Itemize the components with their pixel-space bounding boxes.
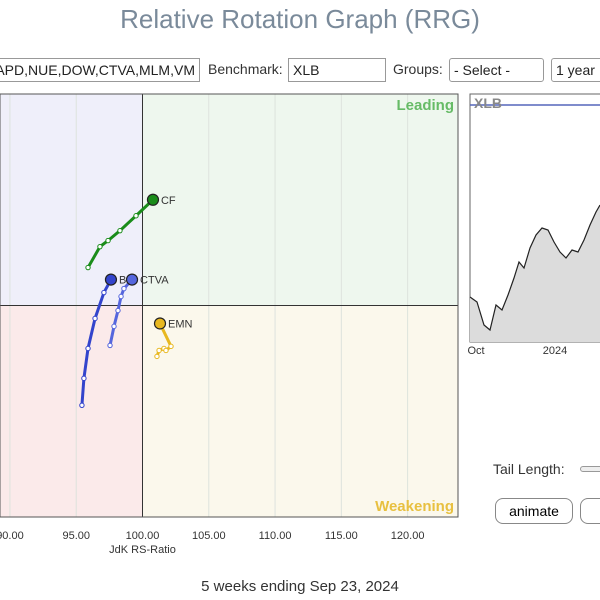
tail-point (101, 289, 107, 296)
mini-chart: XLB Oct 2024 (467, 93, 600, 357)
x-tick-label: 95.00 (62, 530, 90, 542)
tail-point (97, 243, 103, 250)
tail-point (115, 307, 121, 314)
next-button[interactable] (580, 498, 600, 524)
tail-point (105, 237, 111, 244)
head-point (153, 317, 167, 330)
tail-point (117, 227, 123, 234)
footer: 5 weeks ending Sep 23, 2024 (201, 578, 399, 595)
tail-point (156, 347, 162, 354)
head-point (146, 193, 160, 206)
tail-point (163, 347, 169, 354)
x-tick-label: 120.00 (391, 530, 425, 542)
mini-tick: Oct (467, 345, 484, 357)
mini-line (469, 204, 600, 332)
head-point (104, 273, 118, 286)
quadrant-leading (142, 94, 459, 306)
weakening-label: Weakening (375, 498, 454, 515)
period-select[interactable]: 1 year (551, 58, 600, 82)
series-label: CTVA (140, 275, 169, 287)
animate-button[interactable]: animate (495, 498, 573, 524)
tail (86, 198, 155, 269)
title: Relative Rotation Graph (RRG) (120, 4, 480, 34)
tail-point (85, 264, 91, 271)
tail-point (92, 315, 98, 322)
frame (0, 93, 459, 518)
tail-point (111, 323, 117, 330)
benchmark-input[interactable]: XLB (288, 58, 386, 82)
x-tick-label: 100.00 (126, 530, 160, 542)
x-axis-label: JdK RS-Ratio (109, 544, 176, 556)
tail-slider[interactable] (580, 466, 600, 472)
tail-point (168, 343, 174, 350)
tail-point (154, 353, 160, 360)
mini-tick: 2024 (543, 345, 567, 357)
groups-label: Groups: (393, 61, 443, 77)
head-point (125, 273, 139, 286)
tail-point (121, 285, 127, 292)
x-tick-label: 90.00 (0, 530, 24, 542)
x-tick-label: 105.00 (192, 530, 226, 542)
tail-length-label: Tail Length: (493, 461, 565, 477)
quadrant-weakening (142, 305, 459, 517)
mini-area (470, 205, 600, 342)
tail-point (81, 375, 87, 382)
tail-point (133, 213, 139, 219)
tail-point (107, 342, 113, 349)
x-tick-label: 115.00 (325, 530, 358, 542)
leading-label: Leading (396, 97, 454, 114)
tail-point (79, 402, 85, 409)
series-label: B (119, 275, 126, 287)
series-label: CF (161, 195, 176, 207)
groups-select[interactable]: - Select - (449, 58, 544, 82)
tail-point (85, 345, 91, 352)
tail-point (118, 293, 124, 300)
benchmark-label: Benchmark: (208, 61, 283, 77)
mini-symbol: XLB (474, 95, 502, 111)
quadrant-lagging (0, 305, 143, 517)
quadrant-improving (0, 94, 143, 306)
x-tick-label: 110.00 (259, 530, 292, 542)
series-label: EMN (168, 318, 193, 330)
symbols-input[interactable]: APD,NUE,DOW,CTVA,MLM,VM (0, 58, 200, 82)
